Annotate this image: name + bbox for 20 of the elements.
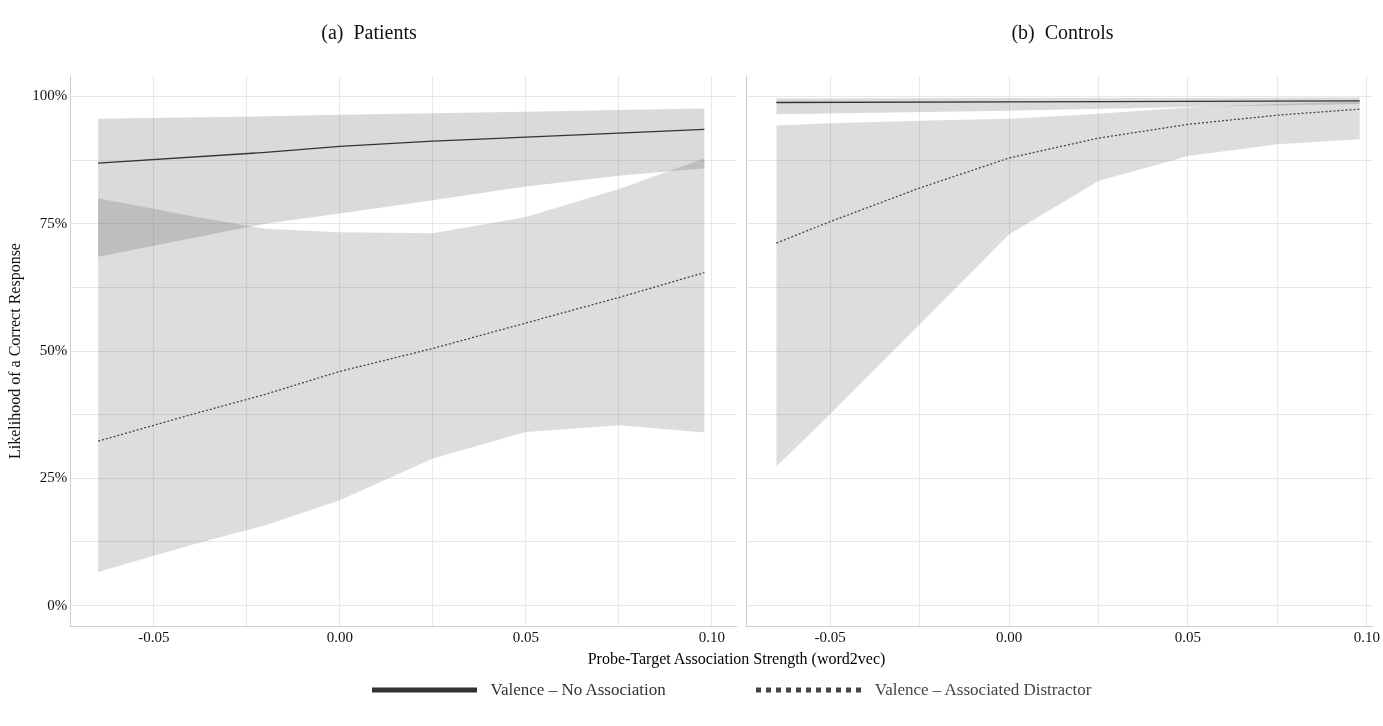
x-axis-title: Probe-Target Association Strength (word2vec) <box>586 650 887 668</box>
chart-title: (b) Controls <box>1011 21 1114 45</box>
x-tick-label: 0.00 <box>326 628 353 645</box>
x-tick-label: -0.05 <box>138 628 170 645</box>
y-axis-title: Likelihood of a Correct Response <box>5 243 24 459</box>
chart-title: (a) Patients <box>321 21 417 45</box>
x-tick-label: 0.05 <box>512 628 539 645</box>
x-tick-label: 0.05 <box>1174 628 1202 645</box>
y-tick-label: 75% <box>39 214 68 231</box>
text: Valence – No Association <box>490 680 666 700</box>
text: Valence – Associated Distractor <box>874 680 1092 700</box>
y-tick-label: 25% <box>39 469 68 486</box>
line-series <box>97 271 706 442</box>
y-tick-label: 100% <box>32 87 68 104</box>
y-tick-label: 0% <box>47 596 68 613</box>
x-tick-label: 0.10 <box>1353 628 1380 645</box>
y-tick-label: 50% <box>39 341 68 358</box>
x-tick-label: -0.05 <box>814 628 846 645</box>
x-tick-label: 0.10 <box>698 628 725 645</box>
x-tick-label: 0.00 <box>995 628 1023 645</box>
